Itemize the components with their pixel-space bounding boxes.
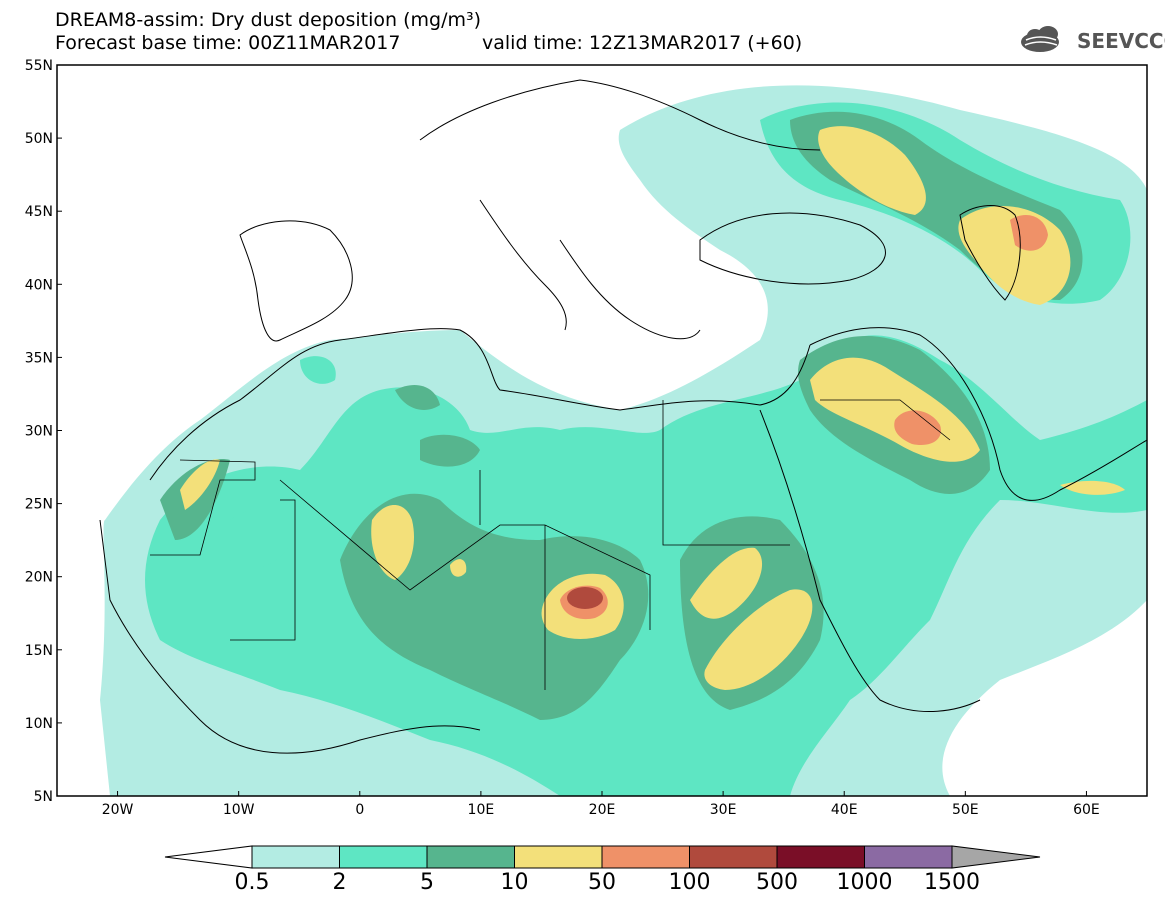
- colorbar-swatch: [601, 845, 690, 869]
- colorbar-swatch: [689, 845, 778, 869]
- lon-tick-label: 10E: [468, 802, 495, 818]
- colorbar-label: 100: [668, 870, 711, 895]
- colorbar-swatch: [514, 845, 603, 869]
- lon-tick-label: 10W: [223, 802, 255, 818]
- valid-time: valid time: 12Z13MAR2017 (+60): [482, 32, 803, 54]
- title-line-2: Forecast base time: 00Z11MAR2017: [55, 32, 401, 54]
- lat-tick-label: 10N: [25, 716, 53, 732]
- colorbar-label: 2: [332, 870, 347, 895]
- colorbar-under-triangle: [164, 845, 253, 869]
- lat-tick-label: 25N: [25, 497, 53, 513]
- lat-tick-label: 5N: [34, 789, 53, 805]
- lon-tick-label: 50E: [952, 802, 979, 818]
- lon-tick-label: 20W: [102, 802, 134, 818]
- lat-tick-label: 40N: [25, 277, 53, 293]
- colorbar-over-triangle: [951, 845, 1041, 869]
- lat-tick-label: 35N: [25, 350, 53, 366]
- colorbar-swatch: [776, 845, 865, 869]
- colorbar-label: 0.5: [234, 870, 270, 895]
- colorbar-label: 1500: [924, 870, 980, 895]
- lon-tick-label: 30E: [710, 802, 737, 818]
- colorbar-swatch: [864, 845, 953, 869]
- dust-field: [100, 85, 1147, 796]
- colorbar-swatch: [426, 845, 515, 869]
- colorbar-label: 10: [500, 870, 529, 895]
- colorbar-label: 1000: [836, 870, 893, 895]
- title-line-1: DREAM8-assim: Dry dust deposition (mg/m³…: [55, 9, 482, 31]
- lon-tick-label: 60E: [1073, 802, 1100, 818]
- lon-tick-label: 20E: [589, 802, 616, 818]
- cloud-logo-icon: [1021, 26, 1059, 52]
- colorbar-swatch: [339, 845, 428, 869]
- coastlines: [99, 79, 1147, 754]
- longitude-axis: 20W 10W 0 10E 20E 30E 40E 50E 60E: [102, 791, 1100, 818]
- lat-tick-label: 15N: [25, 643, 53, 659]
- lat-tick-label: 45N: [25, 204, 53, 220]
- colorbar-label: 500: [756, 870, 798, 895]
- colorbar: [164, 845, 1041, 869]
- colorbar-label: 50: [588, 870, 616, 895]
- lat-tick-label: 30N: [25, 424, 53, 440]
- latitude-axis: 55N 50N 45N 40N 35N 30N 25N 20N 15N 10N 5N: [25, 58, 62, 805]
- lon-tick-label: 0: [355, 802, 364, 818]
- level-100-contours: [567, 587, 603, 609]
- lat-tick-label: 20N: [25, 570, 53, 586]
- colorbar-swatch: [251, 845, 340, 869]
- lat-tick-label: 55N: [25, 58, 53, 74]
- borders: [150, 399, 951, 690]
- colorbar-label: 5: [420, 870, 434, 895]
- logo-text: SEEVCCC: [1077, 29, 1165, 53]
- lon-tick-label: 40E: [831, 802, 858, 818]
- lat-tick-label: 50N: [25, 131, 53, 147]
